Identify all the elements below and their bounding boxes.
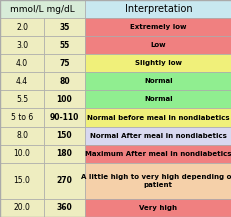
Text: mmol/L mg/dL: mmol/L mg/dL [10,5,74,13]
Bar [44,108,84,127]
Bar [44,18,84,36]
Bar [44,145,84,163]
Text: 5.5: 5.5 [16,95,28,104]
Bar [84,127,231,145]
Text: 55: 55 [59,41,69,50]
Text: 4.0: 4.0 [16,59,28,68]
Text: 100: 100 [56,95,72,104]
Text: A little high to very high depending on
patient: A little high to very high depending on … [80,174,231,187]
Bar [44,127,84,145]
Text: Low: Low [150,42,165,48]
Bar [44,90,84,108]
Text: 4.4: 4.4 [16,77,28,86]
Text: 180: 180 [56,149,72,158]
Bar [44,72,84,90]
Text: 5 to 6: 5 to 6 [11,113,33,122]
Bar [44,36,84,54]
Text: 10.0: 10.0 [14,149,30,158]
Bar [0,0,84,18]
Text: Slightly low: Slightly low [134,60,181,66]
Text: 360: 360 [56,204,72,212]
Text: Maximum After meal in nondiabetics: Maximum After meal in nondiabetics [85,151,231,157]
Bar [84,199,231,217]
Text: Very high: Very high [139,205,176,211]
Text: 2.0: 2.0 [16,23,28,31]
Bar [84,90,231,108]
Bar [84,18,231,36]
Bar [0,145,44,163]
Text: Normal After meal in nondiabetics: Normal After meal in nondiabetics [90,133,226,139]
Bar [0,72,44,90]
Bar [84,72,231,90]
Bar [44,54,84,72]
Bar [0,163,44,199]
Bar [0,54,44,72]
Text: 3.0: 3.0 [16,41,28,50]
Text: Interpretation: Interpretation [124,4,191,14]
Bar [0,108,44,127]
Text: 8.0: 8.0 [16,131,28,140]
Text: 15.0: 15.0 [14,176,30,185]
Bar [0,199,44,217]
Bar [0,127,44,145]
Text: Normal: Normal [143,78,172,84]
Text: Normal before meal in nondiabetics: Normal before meal in nondiabetics [87,115,229,120]
Bar [0,36,44,54]
Bar [84,0,231,18]
Bar [44,163,84,199]
Bar [84,54,231,72]
Text: 35: 35 [59,23,69,31]
Text: 80: 80 [59,77,69,86]
Text: 90-110: 90-110 [49,113,79,122]
Text: 75: 75 [59,59,69,68]
Bar [44,199,84,217]
Bar [84,108,231,127]
Text: Normal: Normal [143,96,172,102]
Bar [84,36,231,54]
Text: Extremely low: Extremely low [130,24,186,30]
Text: 20.0: 20.0 [14,204,30,212]
Bar [84,163,231,199]
Text: 270: 270 [56,176,72,185]
Bar [0,90,44,108]
Text: 150: 150 [56,131,72,140]
Bar [84,145,231,163]
Bar [0,18,44,36]
